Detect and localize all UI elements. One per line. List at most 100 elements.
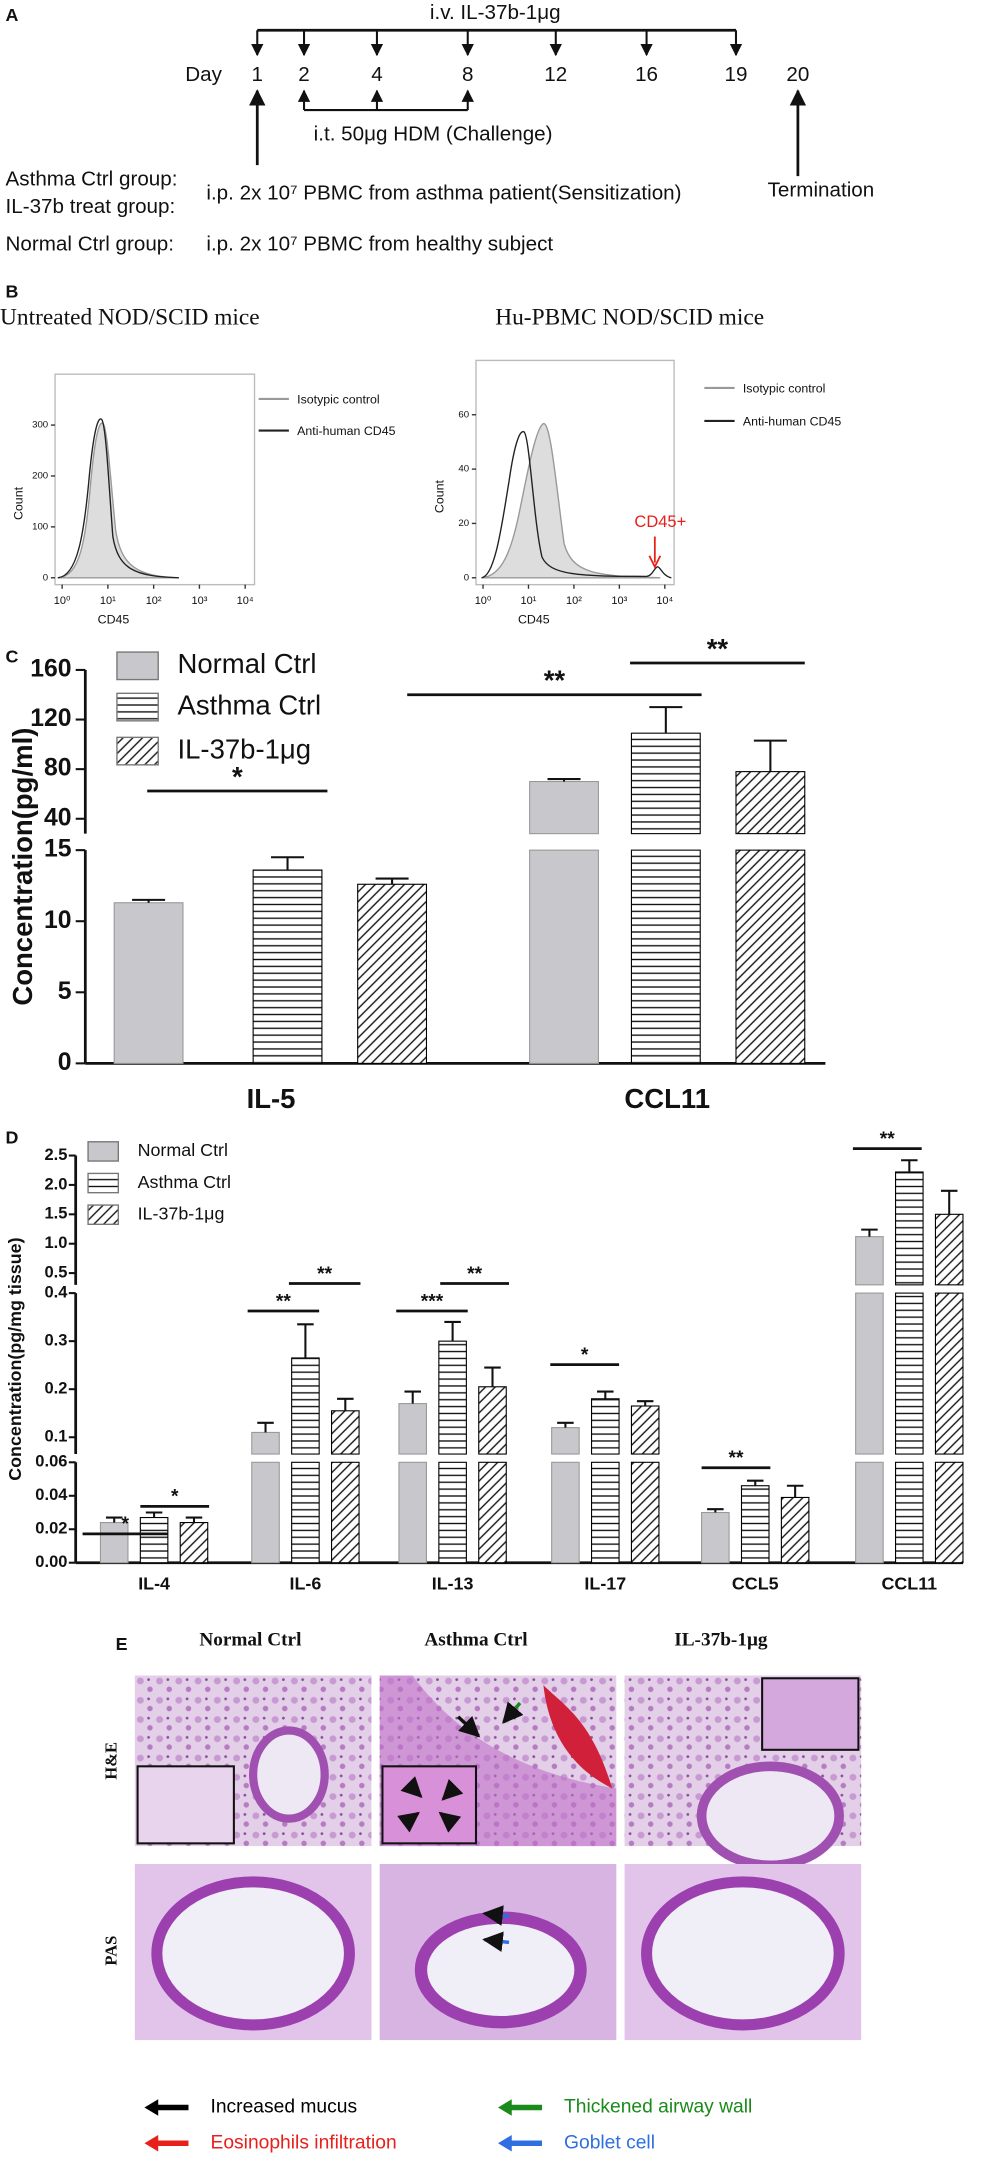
day-number: 19	[725, 63, 748, 86]
y-tick-label: 0	[43, 572, 48, 583]
significance-label: **	[544, 665, 566, 696]
panel-label: B	[6, 282, 19, 302]
plot-title: Hu-PBMC NOD/SCID mice	[495, 305, 764, 331]
legend-label: Anti-human CD45	[297, 424, 395, 438]
y-tick-label: 1.0	[44, 1234, 67, 1252]
significance-label: *	[171, 1487, 179, 1508]
bar	[179, 1522, 209, 1564]
day-number: 16	[635, 63, 658, 86]
bar	[251, 1431, 280, 1455]
legend-label: Isotypic control	[743, 382, 826, 396]
bar	[331, 1461, 360, 1564]
x-tick-label: CCL11	[881, 1573, 937, 1593]
challenge-label: i.t. 50μg HDM (Challenge)	[314, 122, 553, 145]
legend-label: Asthma Ctrl	[138, 1172, 231, 1192]
y-tick-label: 0.04	[35, 1486, 68, 1504]
bar	[630, 1461, 660, 1564]
bar	[630, 849, 701, 1064]
column-title: IL-37b-1μg	[674, 1630, 768, 1651]
y-tick-label: 2.0	[44, 1175, 67, 1193]
bar	[934, 1461, 964, 1564]
legend-swatch	[87, 1204, 120, 1226]
bar	[934, 1292, 964, 1455]
y-tick-label: 160	[30, 655, 71, 682]
bar	[934, 1213, 964, 1286]
legend-arrowhead	[144, 2099, 159, 2116]
bar	[113, 902, 184, 1064]
legend-arrowhead	[498, 2099, 512, 2116]
bar	[291, 1357, 320, 1455]
isotype-curve	[481, 423, 661, 579]
bar	[735, 849, 806, 1064]
x-tick-label: IL-4	[138, 1573, 170, 1593]
legend-label: Anti-human CD45	[743, 415, 841, 429]
y-tick-label: 0.5	[44, 1263, 67, 1281]
y-tick-label: 40	[44, 804, 72, 831]
x-tick-label: 10⁴	[656, 595, 673, 607]
day-number: 12	[544, 63, 567, 86]
y-tick-label: 120	[30, 705, 71, 732]
legend-label: IL-37b-1μg	[138, 1203, 225, 1223]
y-tick-label: 0.4	[44, 1283, 68, 1301]
treatment: i.p. 2x 10⁷ PBMC from asthma patient(Sen…	[206, 181, 681, 204]
x-tick-label: 10²	[146, 595, 162, 607]
bar	[291, 1461, 320, 1564]
row-title: PAS	[102, 1936, 121, 1966]
y-tick-label: 0.00	[35, 1553, 67, 1571]
x-axis-label: CD45	[98, 613, 130, 627]
panel-label: C	[6, 646, 19, 666]
y-tick-label: 0.3	[44, 1332, 67, 1350]
x-tick-label: IL-13	[432, 1573, 474, 1593]
y-tick-label: 80	[44, 755, 72, 782]
significance-label: **	[880, 1129, 895, 1150]
x-tick-label: 10³	[191, 595, 207, 607]
day-number: 8	[462, 63, 473, 86]
bar	[701, 1511, 730, 1564]
bar	[398, 1403, 428, 1455]
bar	[438, 1340, 467, 1455]
x-axis-label: CD45	[518, 613, 550, 627]
bar	[551, 1427, 580, 1455]
bar	[478, 1461, 507, 1564]
x-tick-label: 10⁰	[54, 595, 71, 607]
bar	[895, 1461, 924, 1564]
y-tick-label: 100	[32, 521, 48, 532]
panel-e: E Normal Ctrl Asthma Ctrl IL-37b-1μg H&E…	[102, 1630, 862, 2041]
panel-a: A i.v. IL-37b-1μg Day i.t. 50μg HDM (Cha…	[6, 1, 875, 255]
legend-swatch	[87, 1141, 120, 1162]
day-label: Day	[185, 63, 222, 86]
x-tick-label: 10²	[566, 595, 582, 607]
plot-frame	[54, 373, 256, 586]
bar	[735, 771, 806, 835]
y-tick-label: 0.1	[44, 1428, 67, 1446]
x-tick-label: IL-17	[584, 1573, 626, 1593]
bar	[780, 1496, 810, 1564]
group-label: Asthma Ctrl group:	[6, 168, 178, 191]
panel-label: A	[6, 5, 19, 25]
legend-label: Normal Ctrl	[177, 648, 316, 679]
y-tick-label: 0	[464, 572, 469, 583]
y-tick-label: 40	[458, 464, 469, 475]
y-tick-label: 0.06	[35, 1453, 67, 1471]
column-title: Asthma Ctrl	[424, 1630, 528, 1651]
annotation: CD45+	[634, 513, 686, 531]
x-tick-label: IL-6	[290, 1573, 322, 1593]
significance-label: **	[707, 633, 729, 664]
bar	[855, 1236, 884, 1286]
significance-label: **	[276, 1291, 291, 1312]
bar	[478, 1386, 507, 1455]
x-tick-label: CCL5	[732, 1573, 779, 1593]
legend-swatch	[116, 651, 159, 681]
day-number: 1	[252, 63, 263, 86]
y-tick-label: 200	[32, 471, 48, 482]
bar	[740, 1485, 770, 1564]
micrographs	[134, 1675, 862, 2041]
legend-label: Goblet cell	[564, 2132, 655, 2153]
x-tick-label: 10⁴	[237, 595, 254, 607]
cd45-arrowhead	[648, 555, 662, 569]
bar	[590, 1398, 620, 1455]
bar	[438, 1461, 467, 1564]
x-tick-label: CCL11	[624, 1083, 710, 1114]
y-axis-label: Count	[12, 486, 26, 520]
